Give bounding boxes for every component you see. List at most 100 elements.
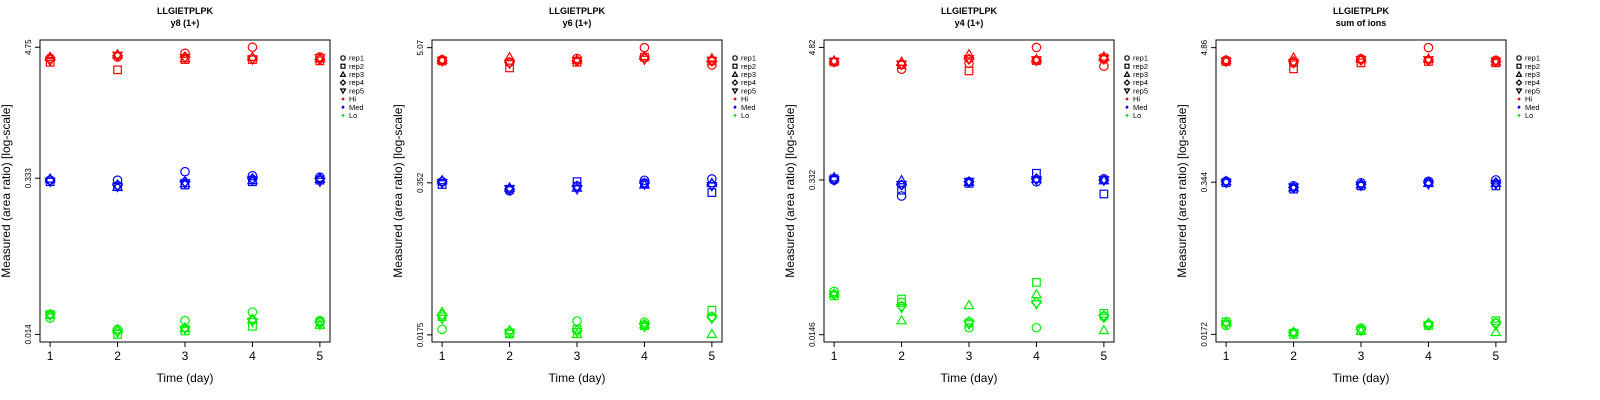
data-point-lo-rep3-day5 bbox=[706, 328, 718, 339]
x-tick-label-2: 2 bbox=[1290, 349, 1297, 363]
data-point-med-rep5-day4 bbox=[1030, 176, 1043, 187]
data-point-med-rep2-day5 bbox=[1099, 189, 1109, 199]
legend-label-med: Med bbox=[1133, 103, 1148, 112]
data-point-med-rep5-day5 bbox=[706, 182, 718, 192]
data-point-med-rep3-day4 bbox=[1030, 172, 1043, 183]
data-point-lo-rep4-day1 bbox=[436, 309, 448, 321]
data-point-lo-rep3-day5 bbox=[1098, 324, 1110, 335]
y-tick-label-0: 5.07 bbox=[416, 39, 425, 55]
data-point-lo-rep5-day3 bbox=[571, 327, 583, 338]
data-point-hi-rep2-day2 bbox=[505, 63, 514, 73]
data-point-med-rep4-day3 bbox=[571, 180, 583, 192]
data-point-med-rep1-day2 bbox=[896, 191, 907, 201]
data-point-hi-rep5-day1 bbox=[1220, 57, 1232, 68]
x-tick-label-4: 4 bbox=[1425, 349, 1432, 363]
data-point-hi-rep5-day2 bbox=[1287, 58, 1300, 69]
chart-panel-1: LLGIETPLPK y8 (1+) 1 2 3 4 5 4.75 0.333 0.014 Time… bbox=[0, 6, 364, 385]
legend-symbol-med bbox=[341, 105, 345, 109]
data-point-med-rep5-day3 bbox=[179, 179, 191, 190]
data-point-hi-rep5-day4 bbox=[1030, 56, 1043, 67]
data-point-lo-rep5-day5 bbox=[706, 314, 718, 325]
legend-label-rep4: rep4 bbox=[349, 78, 364, 87]
data-point-lo-rep5-day1 bbox=[436, 314, 448, 325]
y-axis-label: Measured (area ratio) [log-scale] bbox=[391, 104, 405, 277]
x-tick-label-2: 2 bbox=[114, 349, 121, 363]
data-point-med-rep3-day1 bbox=[1220, 175, 1232, 186]
data-point-lo-rep3-day3 bbox=[179, 321, 191, 332]
data-point-lo-rep5-day4 bbox=[246, 317, 259, 328]
data-point-lo-rep1-day3 bbox=[964, 322, 974, 333]
data-point-med-rep5-day2 bbox=[1287, 183, 1300, 194]
data-point-med-rep5-day3 bbox=[963, 177, 975, 188]
data-point-lo-rep4-day3 bbox=[963, 315, 975, 328]
x-tick-label-1: 1 bbox=[47, 349, 54, 363]
legend-symbol-rep3 bbox=[1123, 70, 1131, 77]
x-axis-label: Time (day) bbox=[157, 371, 214, 385]
data-point-med-rep5-day4 bbox=[1422, 180, 1435, 191]
x-axis-label: Time (day) bbox=[549, 371, 606, 385]
legend-symbol-hi bbox=[341, 97, 345, 101]
legend-symbol-hi bbox=[1517, 97, 1521, 101]
legend-label-rep2: rep2 bbox=[349, 62, 364, 71]
data-point-hi-rep5-day3 bbox=[963, 55, 975, 66]
chart-subtitle: sum of ions bbox=[1336, 18, 1387, 28]
legend-label-med: Med bbox=[349, 103, 364, 112]
data-point-hi-rep5-day5 bbox=[1490, 57, 1502, 68]
legend-label-hi: Hi bbox=[1525, 95, 1532, 104]
data-point-lo-rep5-day4 bbox=[1422, 321, 1435, 332]
legend-label-rep3: rep3 bbox=[1525, 70, 1540, 79]
legend-symbol-lo bbox=[1125, 114, 1129, 117]
data-point-med-rep5-day2 bbox=[503, 185, 516, 196]
legend-symbol-rep5 bbox=[1123, 88, 1131, 95]
y-tick-label-0: 4.75 bbox=[24, 39, 33, 55]
data-point-hi-rep5-day2 bbox=[503, 59, 516, 70]
data-point-lo-rep1-day4 bbox=[247, 307, 258, 317]
data-point-lo-rep3-day2 bbox=[1287, 326, 1300, 337]
legend-label-rep4: rep4 bbox=[1133, 78, 1148, 87]
x-tick-label-1: 1 bbox=[831, 349, 838, 363]
y-tick-label-0: 4.82 bbox=[808, 39, 817, 55]
x-tick-label-5: 5 bbox=[1101, 349, 1108, 363]
chart-subtitle: y8 (1+) bbox=[171, 18, 200, 28]
chart-title: LLGIETPLPK bbox=[1333, 6, 1390, 16]
data-point-med-rep5-day4 bbox=[638, 180, 651, 191]
data-point-hi-rep5-day5 bbox=[1098, 55, 1110, 66]
x-tick-label-3: 3 bbox=[182, 349, 189, 363]
data-point-hi-rep5-day4 bbox=[246, 55, 259, 66]
data-point-med-rep5-day5 bbox=[1098, 176, 1110, 187]
data-point-lo-rep1-day3 bbox=[572, 316, 582, 326]
data-point-lo-rep3-day5 bbox=[1490, 326, 1502, 337]
legend-symbol-lo bbox=[1517, 114, 1521, 117]
legend-label-hi: Hi bbox=[349, 95, 356, 104]
legend-label-rep3: rep3 bbox=[1133, 70, 1148, 79]
legend-symbol-rep2 bbox=[1516, 63, 1522, 69]
x-tick-label-1: 1 bbox=[1223, 349, 1230, 363]
legend-label-rep5: rep5 bbox=[741, 86, 756, 95]
data-point-lo-rep2-day5 bbox=[707, 305, 717, 315]
legend-symbol-rep4 bbox=[731, 79, 739, 86]
x-tick-label-1: 1 bbox=[439, 349, 446, 363]
data-point-lo-rep5-day5 bbox=[1098, 313, 1110, 324]
data-point-med-rep1-day3 bbox=[180, 166, 190, 177]
legend-symbol-rep1 bbox=[732, 55, 738, 61]
legend-symbol-lo bbox=[341, 114, 345, 117]
x-tick-label-2: 2 bbox=[898, 349, 905, 363]
legend-symbol-med bbox=[1517, 105, 1521, 109]
data-point-lo-rep5-day1 bbox=[44, 311, 56, 322]
legend-label-rep1: rep1 bbox=[349, 54, 364, 63]
legend-label-rep2: rep2 bbox=[1525, 62, 1540, 71]
data-point-hi-rep2-day3 bbox=[1356, 58, 1366, 68]
y-tick-label-1: 0.344 bbox=[1200, 172, 1209, 193]
data-point-lo-rep5-day5 bbox=[1490, 321, 1502, 332]
data-point-lo-rep3-day2 bbox=[895, 314, 908, 325]
chart-panel-2: LLGIETPLPK y6 (1+) 1 2 3 4 5 5.07 0.352 0.0175 Tim… bbox=[391, 6, 756, 385]
legend-symbol-rep4 bbox=[339, 79, 347, 86]
data-point-lo-rep5-day1 bbox=[1220, 320, 1232, 331]
data-point-med-rep5-day1 bbox=[1220, 178, 1232, 189]
data-point-med-rep3-day2 bbox=[895, 174, 908, 185]
data-point-med-rep4-day5 bbox=[314, 172, 326, 185]
data-point-med-rep2-day2 bbox=[897, 185, 906, 195]
legend-label-hi: Hi bbox=[1133, 95, 1140, 104]
